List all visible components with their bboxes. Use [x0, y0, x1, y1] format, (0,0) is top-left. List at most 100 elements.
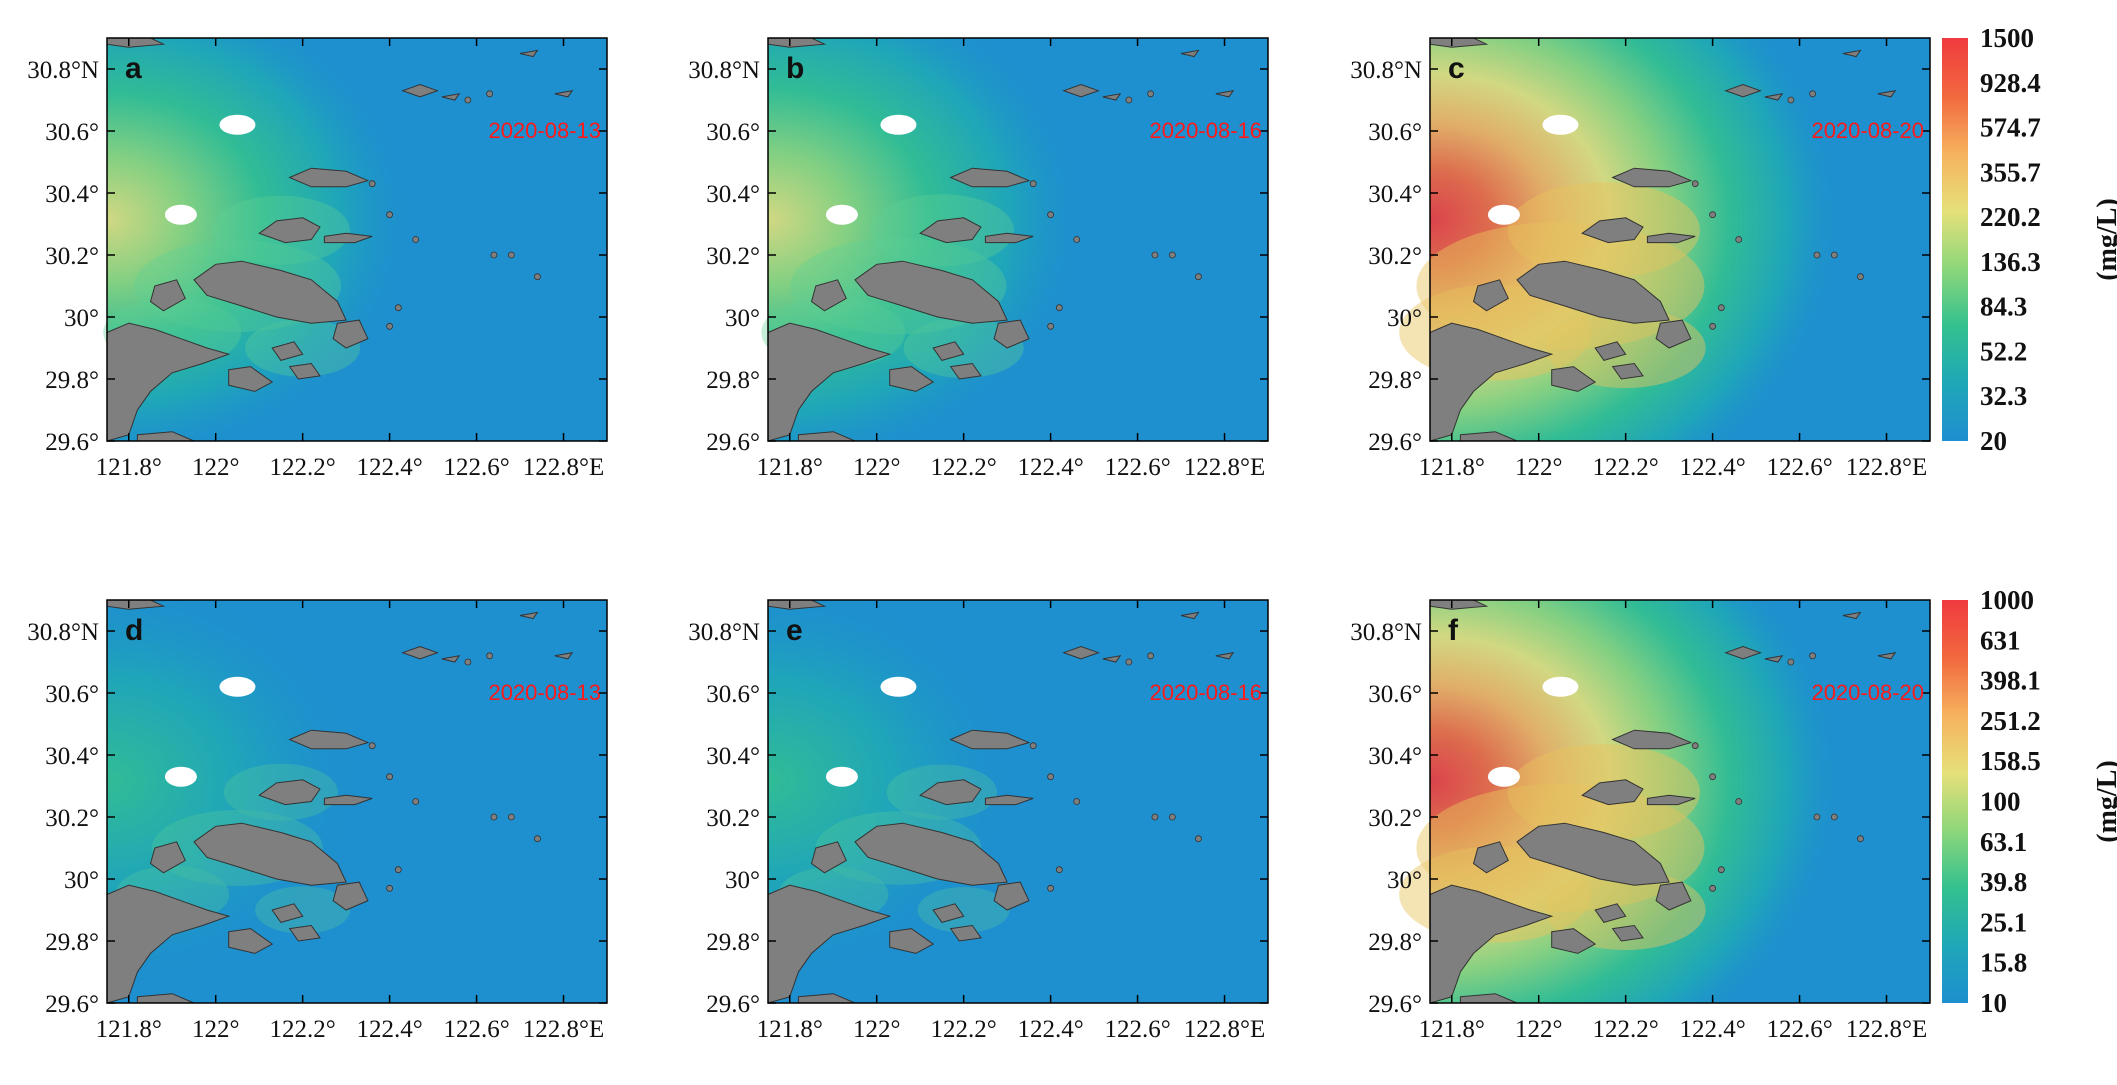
land-mass	[932, 903, 965, 923]
lon-tick-label: 122.8°E	[1846, 1016, 1928, 1043]
no-data-patch	[219, 114, 256, 135]
land-mass	[1062, 83, 1100, 98]
colorbar-tick-label: 631	[1980, 625, 2021, 655]
lat-tick-label: 30.6°	[706, 681, 760, 708]
no-data-patch	[164, 204, 197, 225]
islet	[1830, 813, 1838, 821]
land-mass	[1180, 611, 1200, 620]
islet	[1857, 273, 1864, 281]
lat-tick-label: 29.6°	[706, 429, 760, 456]
lat-tick-label: 30.6°	[1368, 119, 1422, 146]
lat-tick-label: 30.8°N	[27, 57, 99, 84]
lat-tick-label: 30.4°	[45, 743, 99, 770]
land-mass	[271, 341, 304, 361]
colorbar-tick-label: 100	[1980, 787, 2021, 817]
colorbar-tick-label: 574.7	[1980, 113, 2041, 143]
lat-tick-label: 30.2°	[1368, 805, 1422, 832]
lon-tick-label: 122.6°	[1766, 454, 1832, 481]
lon-tick-label: 122.6°	[1104, 454, 1170, 481]
no-data-patch	[1487, 766, 1520, 787]
lat-tick-label: 30.8°N	[688, 57, 760, 84]
lon-tick-label: 122.2°	[1593, 1016, 1659, 1043]
land-mass	[258, 779, 321, 806]
islet	[1717, 304, 1725, 312]
islet	[1709, 211, 1717, 219]
islet	[1047, 773, 1055, 781]
lon-tick-label: 122.8°E	[1846, 454, 1928, 481]
lat-tick-label: 29.8°	[1368, 929, 1422, 956]
land-mass	[554, 651, 574, 660]
lat-tick-label: 29.8°	[706, 929, 760, 956]
islet	[490, 251, 498, 259]
land-mass	[401, 645, 439, 660]
land-mass	[1102, 655, 1122, 663]
land-mass	[949, 167, 1031, 188]
islet	[1147, 90, 1155, 98]
lon-tick-label: 122.8°E	[1184, 454, 1266, 481]
land-mass	[323, 794, 373, 806]
land-mass	[149, 841, 186, 874]
land	[767, 37, 1235, 442]
islet	[486, 652, 494, 660]
lat-tick-label: 30°	[725, 305, 760, 332]
land-mass	[1594, 341, 1627, 361]
land-mass	[889, 928, 935, 954]
colorbar-tick-label: 84.3	[1980, 292, 2027, 322]
colorbars: 1500 928.4 574.7 355.7 220.2 136.3 84.3 52.2 32.…	[1942, 23, 2117, 1018]
lat-tick-label: 30.2°	[1368, 243, 1422, 270]
lon-tick-label: 122.6°	[1766, 1016, 1832, 1043]
map-panel-c: 121.8° 122° 122.2° 122.4° 122.6° 122.8°E 30.8°…	[1350, 37, 1931, 481]
lon-tick-label: 122.8°E	[1184, 1016, 1266, 1043]
land-mass	[106, 884, 231, 1004]
lat-tick-label: 29.6°	[1368, 429, 1422, 456]
lon-tick-label: 122°	[192, 1016, 240, 1043]
islet	[1047, 211, 1055, 219]
lat-tick-label: 29.6°	[45, 991, 99, 1018]
islet	[1717, 866, 1725, 874]
land-mass	[1516, 260, 1670, 324]
lon-tick-label: 122.2°	[270, 454, 336, 481]
colorbar-tick-label: 398.1	[1980, 666, 2041, 696]
panel-letter: a	[125, 52, 142, 85]
colorbar-tick-label: 355.7	[1980, 157, 2041, 187]
land	[1429, 37, 1897, 442]
land-mass	[193, 260, 347, 324]
lon-tick-label: 121.8°	[1419, 1016, 1485, 1043]
land-mass	[401, 83, 439, 98]
no-data-patch	[1542, 676, 1579, 697]
islet	[1809, 652, 1817, 660]
land-mass	[767, 322, 892, 442]
land-mass	[1655, 881, 1692, 911]
lat-tick-label: 30.6°	[45, 119, 99, 146]
lat-tick-label: 29.8°	[45, 367, 99, 394]
no-data-patch	[880, 114, 917, 135]
colorbar-bottom: 1000 631 398.1 251.2 158.5 100 63.1 39.8 25.1 15.…	[1942, 585, 2117, 1018]
map-panel-e: 121.8° 122° 122.2° 122.4° 122.6° 122.8°E 30.8°…	[688, 599, 1269, 1043]
no-data-patch	[1542, 114, 1579, 135]
islet	[1055, 866, 1063, 874]
islet	[1047, 884, 1055, 892]
lat-tick-label: 29.6°	[706, 991, 760, 1018]
panel-frame	[767, 37, 1269, 442]
land-mass	[984, 794, 1034, 806]
lon-tick-label: 122.6°	[443, 454, 509, 481]
colorbar-unit: (mg/L)	[2092, 760, 2117, 842]
islet	[507, 251, 515, 259]
no-data-patch	[219, 676, 256, 697]
islet	[486, 90, 494, 98]
islet	[1151, 813, 1159, 821]
lon-tick-label: 122°	[1515, 454, 1563, 481]
lon-tick-label: 122°	[853, 454, 901, 481]
colorbar-unit: (mg/L)	[2092, 198, 2117, 280]
colorbar-ramp	[1942, 38, 1968, 441]
islet	[1195, 835, 1202, 843]
land-mass	[1215, 651, 1235, 660]
land-mass	[1062, 645, 1100, 660]
land-mass	[288, 362, 321, 380]
land-mass	[1646, 232, 1696, 244]
map-panel-b: 121.8° 122° 122.2° 122.4° 122.6° 122.8°E 30.8°…	[688, 37, 1269, 481]
lat-tick-label: 30°	[1387, 305, 1422, 332]
islet	[394, 304, 402, 312]
land-mass	[854, 822, 1008, 886]
